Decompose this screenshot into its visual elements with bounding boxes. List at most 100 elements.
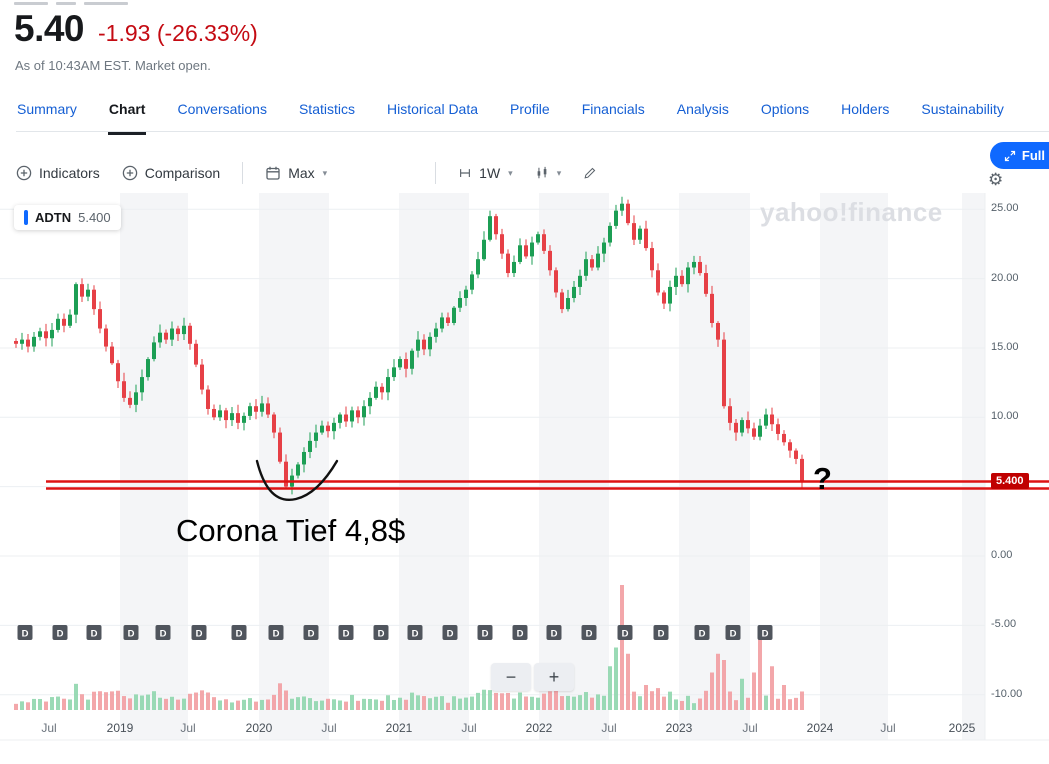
candle-body[interactable] (92, 289, 96, 310)
candle-body[interactable] (344, 414, 348, 422)
candle-body[interactable] (20, 339, 24, 344)
indicators-button[interactable]: Indicators (16, 165, 100, 181)
candle-body[interactable] (50, 329, 54, 339)
tab-statistics[interactable]: Statistics (298, 101, 355, 117)
candle-body[interactable] (254, 406, 258, 412)
candle-body[interactable] (758, 425, 762, 437)
tab-chart[interactable]: Chart (107, 94, 147, 135)
candle-body[interactable] (362, 406, 366, 418)
candle-body[interactable] (134, 392, 138, 405)
candle-body[interactable] (218, 410, 222, 418)
candle-body[interactable] (170, 328, 174, 340)
candle-body[interactable] (86, 289, 90, 297)
candle-body[interactable] (56, 318, 60, 330)
candle-body[interactable] (62, 318, 66, 326)
candle-body[interactable] (572, 286, 576, 299)
settings-gear-icon[interactable]: ⚙ (988, 170, 1004, 189)
candle-body[interactable] (278, 432, 282, 462)
candle-body[interactable] (620, 203, 624, 211)
dividend-marker[interactable] (653, 625, 669, 640)
dividend-marker[interactable] (373, 625, 389, 640)
candle-body[interactable] (734, 422, 738, 433)
corona-low-check-annotation[interactable] (255, 459, 339, 502)
candle-body[interactable] (578, 275, 582, 287)
candle-body[interactable] (32, 336, 36, 347)
candle-body[interactable] (452, 307, 456, 323)
candle-body[interactable] (158, 332, 162, 343)
candle-body[interactable] (800, 458, 804, 482)
candle-body[interactable] (128, 397, 132, 405)
candle-body[interactable] (662, 292, 666, 304)
candle-body[interactable] (500, 234, 504, 254)
candle-body[interactable] (98, 309, 102, 329)
dividend-marker[interactable] (581, 625, 597, 640)
candle-body[interactable] (788, 442, 792, 451)
tab-sustainability[interactable]: Sustainability (921, 101, 1004, 117)
candle-body[interactable] (212, 408, 216, 418)
candle-body[interactable] (692, 261, 696, 268)
candle-body[interactable] (470, 274, 474, 290)
chart-legend[interactable]: ADTN 5.400 (14, 205, 121, 230)
candle-body[interactable] (182, 325, 186, 335)
dividend-marker[interactable] (155, 625, 171, 640)
candle-body[interactable] (494, 216, 498, 235)
tab-conversations[interactable]: Conversations (177, 101, 267, 117)
candle-body[interactable] (392, 367, 396, 378)
candle-body[interactable] (518, 245, 522, 262)
candle-body[interactable] (722, 339, 726, 407)
candle-body[interactable] (338, 414, 342, 423)
candle-body[interactable] (164, 332, 168, 340)
candle-body[interactable] (602, 242, 606, 254)
candle-body[interactable] (560, 292, 564, 310)
candle-body[interactable] (314, 432, 318, 441)
candle-body[interactable] (698, 261, 702, 274)
dividend-marker[interactable] (123, 625, 139, 640)
candle-body[interactable] (26, 339, 30, 347)
candle-body[interactable] (764, 414, 768, 426)
candle-body[interactable] (398, 359, 402, 368)
candle-body[interactable] (536, 234, 540, 243)
draw-tool-button[interactable] (583, 166, 597, 180)
candle-body[interactable] (308, 440, 312, 452)
candle-body[interactable] (752, 428, 756, 437)
dividend-marker[interactable] (407, 625, 423, 640)
candle-body[interactable] (644, 228, 648, 249)
candle-body[interactable] (626, 203, 630, 224)
candle-body[interactable] (464, 289, 468, 299)
candle-body[interactable] (506, 253, 510, 274)
dividend-marker[interactable] (231, 625, 247, 640)
candle-body[interactable] (590, 259, 594, 268)
candle-body[interactable] (584, 259, 588, 276)
candle-body[interactable] (596, 253, 600, 268)
dividend-marker[interactable] (86, 625, 102, 640)
dividend-marker[interactable] (477, 625, 493, 640)
tab-financials[interactable]: Financials (581, 101, 645, 117)
candle-body[interactable] (140, 377, 144, 393)
candle-body[interactable] (356, 410, 360, 418)
candle-body[interactable] (782, 433, 786, 443)
candle-body[interactable] (746, 420, 750, 429)
candle-body[interactable] (488, 216, 492, 240)
dividend-marker[interactable] (191, 625, 207, 640)
candle-body[interactable] (674, 275, 678, 287)
candle-body[interactable] (686, 267, 690, 285)
dividend-marker[interactable] (725, 625, 741, 640)
candle-body[interactable] (638, 228, 642, 240)
candle-body[interactable] (716, 322, 720, 340)
candle-body[interactable] (512, 261, 516, 274)
candle-body[interactable] (146, 359, 150, 378)
candle-body[interactable] (794, 450, 798, 459)
candle-body[interactable] (668, 286, 672, 304)
candle-body[interactable] (284, 461, 288, 487)
candle-body[interactable] (74, 284, 78, 315)
candle-body[interactable] (368, 397, 372, 407)
candle-body[interactable] (554, 270, 558, 293)
candle-body[interactable] (548, 250, 552, 271)
candle-body[interactable] (530, 242, 534, 257)
candle-body[interactable] (440, 317, 444, 329)
candle-body[interactable] (332, 422, 336, 432)
candle-body[interactable] (458, 298, 462, 308)
candle-body[interactable] (188, 325, 192, 344)
candle-body[interactable] (380, 386, 384, 393)
